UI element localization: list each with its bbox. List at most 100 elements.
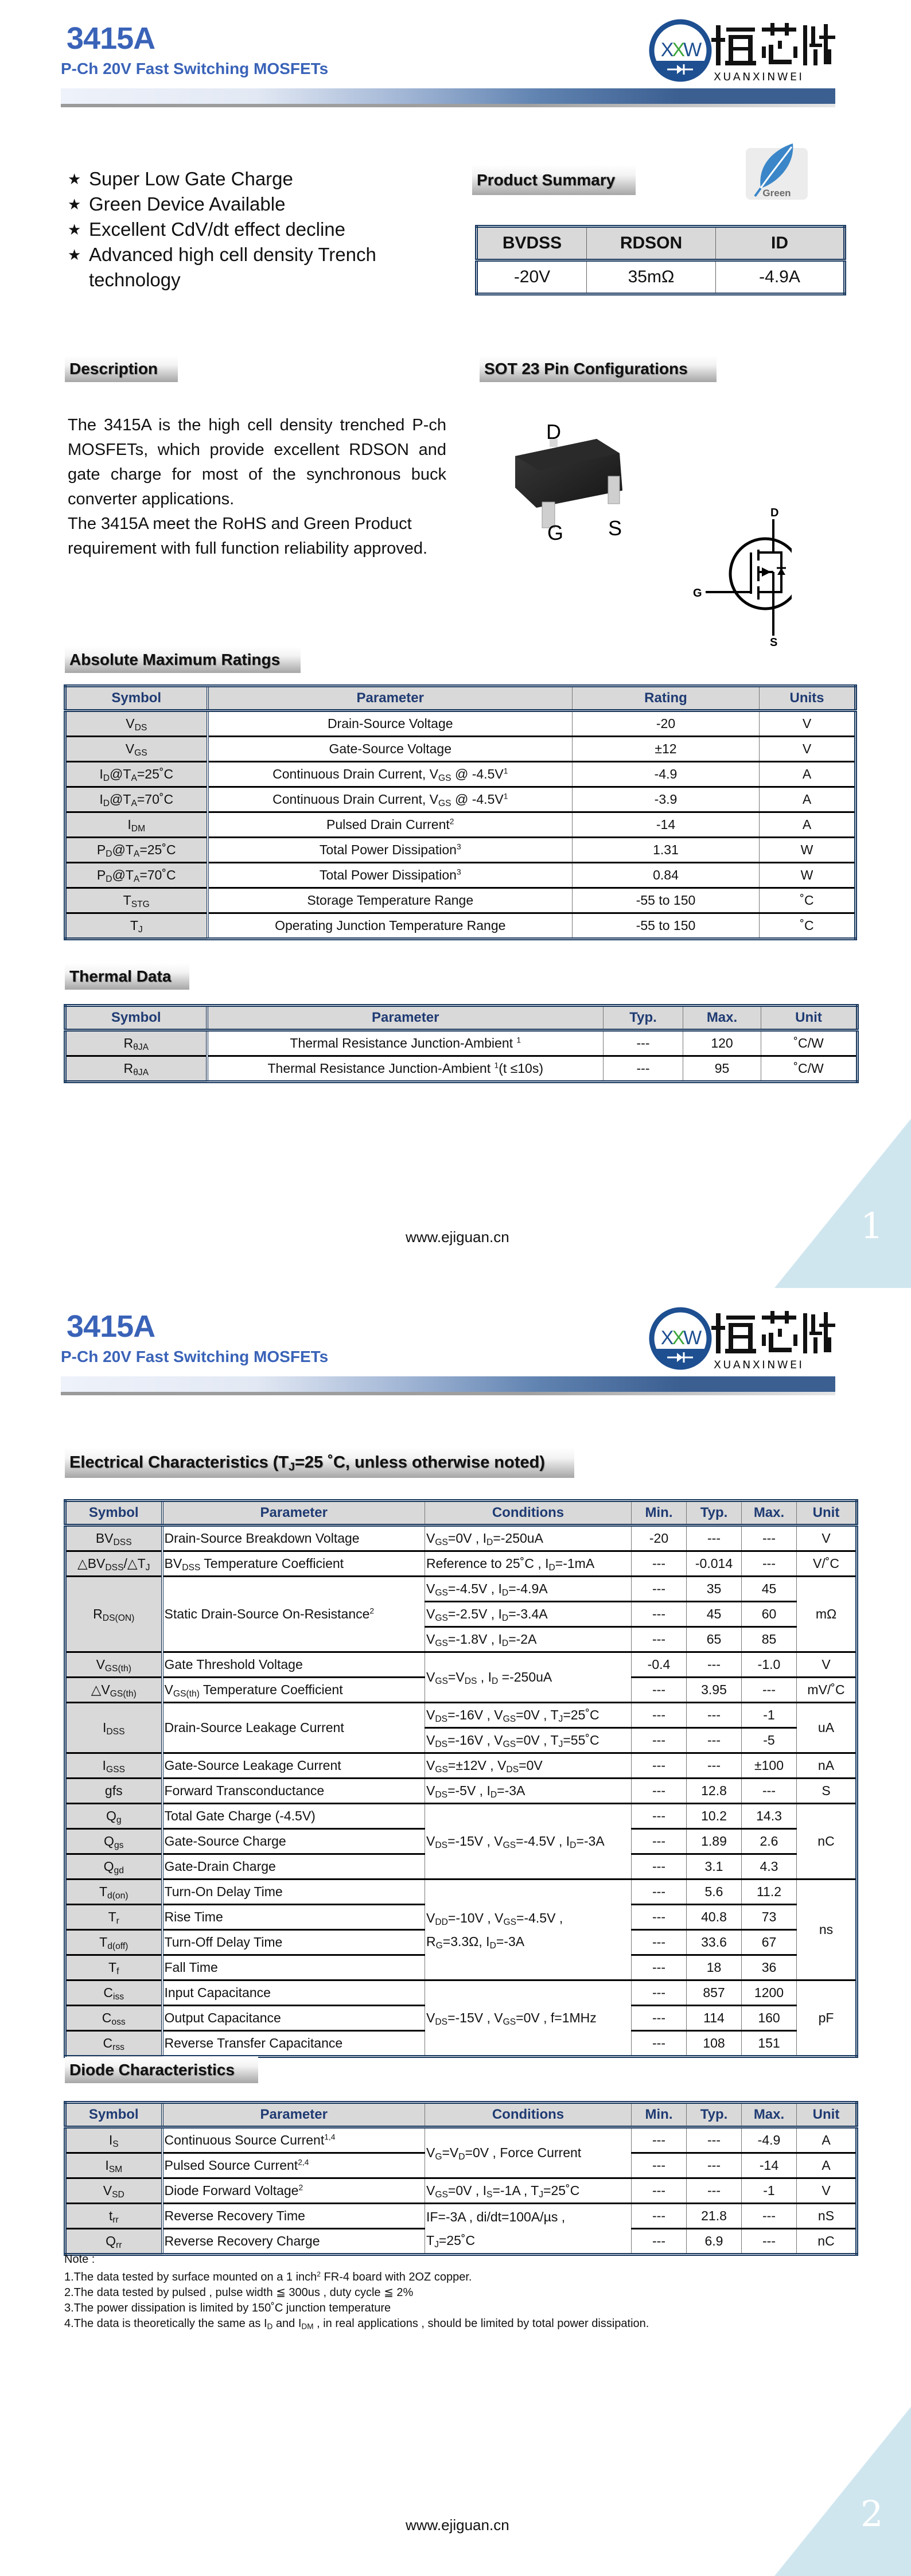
- page-2: 3415A P-Ch 20V Fast Switching MOSFETs XX…: [0, 1288, 911, 2576]
- text-segment: 1: [516, 1036, 521, 1045]
- conditions-cell: VDS=-5V , ID=-3A: [425, 1777, 632, 1804]
- column-header-typ: Typ.: [686, 1500, 742, 1527]
- text-segment: @T: [112, 842, 134, 857]
- text-segment: DM: [131, 823, 146, 834]
- conditions-cell: VG=VD=0V , Force Current: [425, 2127, 632, 2178]
- rating-cell: ±12: [572, 736, 760, 762]
- text-segment: D: [501, 1587, 509, 1598]
- table-row: IGSS Gate-Source Leakage Current VGS=±12V …: [65, 1752, 857, 1779]
- text-segment: C: [102, 2010, 112, 2025]
- text-segment: DS: [435, 1789, 448, 1800]
- unit-cell: nS: [796, 2203, 857, 2229]
- abs-max-table: Symbol Parameter Rating Units VDS Drain-Sourc…: [64, 684, 857, 940]
- text-segment: =70˚C: [139, 867, 176, 882]
- parameter-cell: Gate-Drain Charge: [162, 1853, 425, 1880]
- part-number-title: 3415A: [67, 1309, 155, 1344]
- text-segment: 3: [456, 867, 461, 877]
- text-segment: Input Capacitance: [164, 1985, 271, 2000]
- text-segment: I: [99, 792, 103, 807]
- feature-item: ★ Green Device Available: [68, 192, 377, 217]
- footer-url[interactable]: www.ejiguan.cn: [406, 1228, 509, 1246]
- parameter-cell: Operating Junction Temperature Range: [207, 912, 573, 939]
- symbol-cell: ISM: [65, 2152, 163, 2178]
- feature-list: ★ Super Low Gate Charge ★ Green Device Ava…: [68, 166, 377, 293]
- parameter-cell: Total Gate Charge (-4.5V): [162, 1803, 425, 1829]
- text-segment: V: [103, 2183, 112, 2198]
- text-segment: P: [96, 842, 106, 857]
- footer-url[interactable]: www.ejiguan.cn: [406, 2516, 509, 2534]
- text-segment: =-2A: [508, 1632, 537, 1647]
- text-segment: d(off): [107, 1941, 129, 1951]
- value-cell: 35mΩ: [586, 260, 716, 294]
- text-segment: =25˚C: [137, 766, 174, 781]
- part-subtitle: P-Ch 20V Fast Switching MOSFETs: [61, 1348, 329, 1365]
- text-segment: V: [125, 741, 135, 756]
- table-row: △BVDSS/△TJ BVDSS Temperature Coefficient R…: [65, 1550, 857, 1577]
- text-segment: DS: [435, 1739, 448, 1749]
- text-segment: DS: [435, 1840, 448, 1850]
- feature-item: ★ Super Low Gate Charge: [68, 166, 377, 192]
- text-segment: D: [106, 874, 112, 884]
- table-row: Qrr Reverse Recovery Charge --- 6.9 --- nC: [65, 2228, 857, 2255]
- notes-title: Note :: [64, 2253, 95, 2266]
- text-segment: 2: [449, 817, 454, 826]
- max-cell: ---: [741, 1525, 797, 1551]
- unit-cell: V: [796, 1651, 857, 1678]
- text-segment: DM: [301, 2322, 314, 2331]
- text-segment: =V: [442, 2145, 459, 2160]
- text-segment: Q: [106, 1808, 116, 1823]
- parameter-cell: Static Drain-Source On-Resistance2: [162, 1575, 425, 1652]
- conditions-cell: VDS=-15V , VGS=-4.5V , ID=-3A: [425, 1803, 632, 1880]
- min-cell: ---: [631, 1626, 687, 1652]
- text-segment: I: [102, 1720, 107, 1735]
- product-summary-table: BVDSS RDSON ID -20V 35mΩ -4.9A: [475, 225, 846, 295]
- header-cell: ID: [715, 226, 845, 262]
- text-segment: Output Capacitance: [164, 2010, 281, 2025]
- text-segment: =-15V , V: [447, 1834, 503, 1849]
- parameter-cell: Pulsed Source Current2,4: [162, 2152, 425, 2178]
- unit-cell: W: [759, 862, 856, 888]
- text-segment: 1: [503, 766, 508, 776]
- column-header-conditions: Conditions: [425, 1500, 632, 1527]
- text-segment: T: [108, 1909, 116, 1924]
- min-cell: ---: [631, 1550, 687, 1577]
- column-header-parameter: Parameter: [162, 1500, 425, 1527]
- text-segment: t: [108, 2208, 113, 2223]
- rating-cell: -20: [572, 710, 760, 737]
- text-segment: 2,4: [298, 2158, 309, 2167]
- typ-cell: ---: [603, 1055, 683, 1082]
- text-segment: GS: [435, 1537, 448, 1547]
- table-header-row: Symbol Parameter Conditions Min. Typ. Max. Uni…: [65, 2102, 857, 2128]
- column-header-max: Max.: [741, 2102, 797, 2128]
- text-segment: GS: [503, 1917, 517, 1927]
- parameter-cell: Pulsed Drain Current2: [207, 811, 573, 838]
- unit-cell: nC: [796, 2228, 857, 2255]
- text-segment: R: [93, 1606, 103, 1621]
- symbol-cell: Qrr: [65, 2228, 163, 2255]
- text-segment: DSS: [106, 1726, 125, 1737]
- symbol-cell: IGSS: [65, 1752, 163, 1779]
- symbol-cell: PD@TA=25˚C: [65, 836, 209, 863]
- text-segment: BV: [95, 1531, 114, 1546]
- text-segment: △BV: [77, 1556, 106, 1571]
- max-cell: 60: [741, 1601, 797, 1627]
- symbol-cell: Crss: [65, 2030, 163, 2057]
- pin-label-s: S: [608, 516, 622, 540]
- text-segment: D: [103, 798, 110, 808]
- parameter-cell: VGS(th) Temperature Coefficient: [162, 1676, 425, 1703]
- note-item: 4.The data is theoretically the same as …: [64, 2316, 649, 2332]
- conditions-cell: VGS=±12V , VDS=0V: [425, 1752, 632, 1779]
- text-segment: T: [108, 1960, 117, 1975]
- table-row: Crss Reverse Transfer Capacitance --- 108 15…: [65, 2030, 857, 2057]
- symbol-cell: ID@TA=70˚C: [65, 786, 209, 812]
- text-segment: iss: [113, 1991, 124, 2002]
- text-segment: V: [426, 1670, 435, 1684]
- schematic-label-s: S: [770, 636, 777, 648]
- symbol-cell: TJ: [65, 912, 209, 939]
- max-cell: -1: [741, 1702, 797, 1728]
- text-segment: GS: [435, 1587, 448, 1598]
- text-segment: =25˚C: [438, 2232, 476, 2248]
- unit-cell: nA: [796, 1752, 857, 1779]
- rating-cell: -55 to 150: [572, 912, 760, 939]
- text-segment: DS: [435, 1714, 448, 1724]
